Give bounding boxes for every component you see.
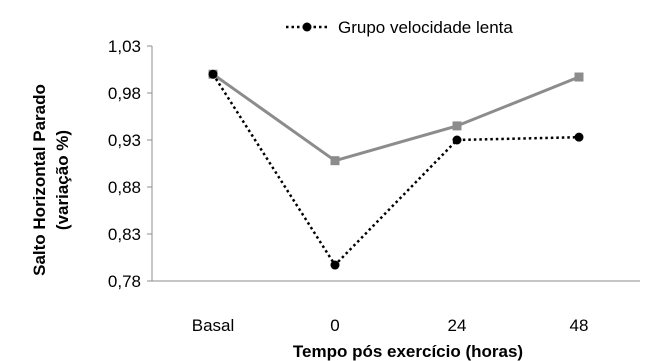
- x-axis: Basal 0 24 48: [152, 280, 640, 335]
- y-tick-label: 0,88: [108, 178, 141, 197]
- y-tick-label: 0,78: [108, 272, 141, 291]
- series-line: [212, 72, 580, 163]
- data-point: [208, 69, 218, 79]
- y-axis-title-line-1: Salto Horizontal Parado: [30, 84, 49, 276]
- x-tick-label-24: 24: [448, 316, 467, 335]
- y-axis: 1,03 0,98 0,93 0,88 0,83 0,78: [108, 37, 153, 291]
- data-point: [452, 135, 462, 145]
- y-axis-title-line-2: (variação %): [53, 130, 72, 230]
- data-point: [330, 260, 340, 270]
- data-point: [452, 121, 462, 131]
- x-tick-label-48: 48: [570, 316, 589, 335]
- legend-label-grupo-velocidade-lenta: Grupo velocidade lenta: [338, 18, 513, 37]
- y-tick-label: 0,83: [108, 225, 141, 244]
- legend: Grupo velocidade lenta: [286, 18, 513, 37]
- series-line: [211, 73, 580, 267]
- legend-marker-grupo-velocidade-lenta: [302, 22, 312, 32]
- data-point: [574, 72, 584, 82]
- series-grupo-velocidade-lenta: [208, 69, 584, 270]
- data-point: [330, 156, 340, 166]
- series-unlabeled-0: [208, 69, 584, 166]
- x-tick-label-0: 0: [330, 316, 339, 335]
- x-tick-label-basal: Basal: [192, 316, 235, 335]
- y-tick-label: 0,93: [108, 131, 141, 150]
- data-point: [574, 132, 584, 142]
- y-tick-label: 1,03: [108, 37, 141, 56]
- x-axis-title: Tempo pós exercício (horas): [293, 342, 523, 361]
- y-tick-label: 0,98: [108, 84, 141, 103]
